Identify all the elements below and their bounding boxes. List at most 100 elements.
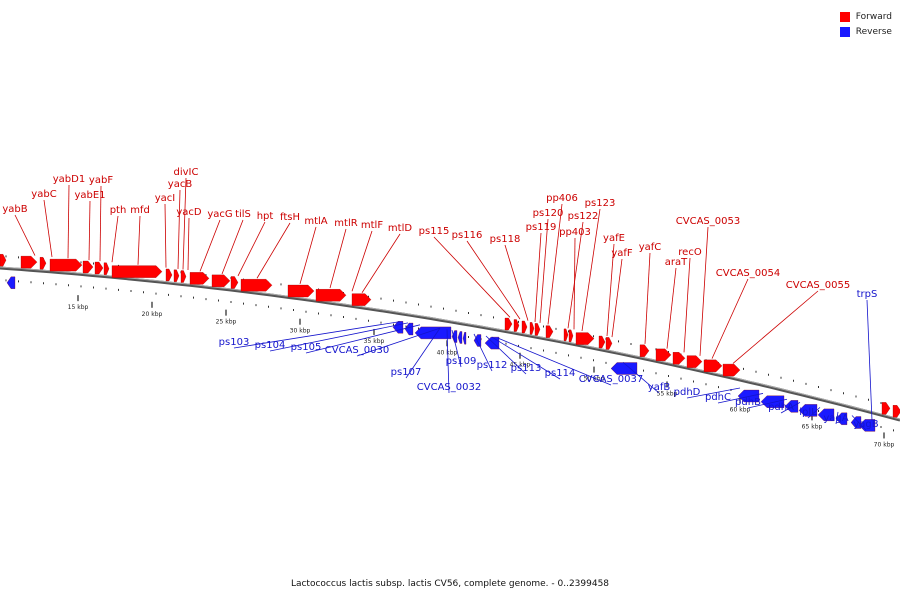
reverse-gene-arrow [737, 389, 760, 403]
forward-gene-label: tilS [235, 209, 251, 220]
scale-label: 30 kbp [290, 328, 311, 335]
leader-line [473, 333, 493, 372]
forward-gene-arrow [672, 352, 686, 365]
reverse-gene-label: ps113 [511, 363, 542, 374]
forward-gene-label: yacD [176, 207, 202, 218]
forward-gene-arrow [315, 289, 347, 302]
forward-gene-label: yabB [2, 204, 27, 215]
forward-gene-arrow [686, 355, 703, 368]
leader-line [581, 208, 601, 332]
scale-label: 50 kbp [584, 376, 605, 383]
leader-line [866, 299, 873, 421]
leader-line [43, 199, 53, 257]
forward-gene-arrow [534, 323, 541, 336]
leader-line [835, 411, 839, 425]
scale-label: 40 kbp [437, 349, 458, 356]
leader-line [305, 324, 421, 354]
leader-line [699, 226, 709, 356]
reverse-gene-label: pdhD [674, 387, 701, 398]
leader-line [164, 203, 167, 268]
forward-gene-label: CVCAS_0053 [676, 216, 740, 227]
leader-line [233, 321, 401, 349]
forward-gene-label: pp406 [546, 193, 578, 204]
forward-gene-label: mtlF [361, 220, 383, 231]
forward-gene-arrow [598, 335, 606, 349]
forward-gene-label: yabF [89, 175, 113, 186]
forward-gene-arrow [703, 359, 723, 372]
forward-gene-arrow [529, 322, 535, 335]
forward-gene-label: araT [665, 257, 688, 268]
reverse-gene-arrow [817, 408, 835, 422]
reverse-gene-label: yagA [823, 413, 848, 424]
forward-gene-arrow [111, 265, 163, 278]
forward-gene-arrow [82, 260, 94, 274]
forward-gene-arrow [165, 268, 173, 282]
leader-line [711, 278, 749, 359]
forward-gene-label: ps122 [568, 211, 599, 222]
scale-label: 55 kbp [657, 390, 678, 397]
forward-gene-arrow [563, 328, 569, 342]
leader-line [504, 244, 529, 321]
leader-line [88, 200, 91, 261]
forward-gene-label: ps119 [526, 222, 557, 233]
forward-gene-arrow [881, 402, 891, 415]
reverse-gene-label: yafB [648, 382, 671, 393]
forward-gene-label: recO [678, 247, 702, 258]
leader-line [67, 184, 70, 259]
reverse-gene-label: pdhA [768, 402, 794, 413]
forward-gene-label: CVCAS_0054 [716, 268, 780, 279]
forward-gene-label: ps115 [419, 226, 450, 237]
scale-label: 25 kbp [216, 319, 237, 326]
forward-gene-label: pp403 [559, 227, 591, 238]
reverse-gene-label: CVCAS_0037 [579, 374, 643, 385]
leader-line [111, 215, 119, 263]
leader-line [497, 337, 612, 386]
leader-line [256, 222, 291, 279]
forward-gene-label: yabD1 [53, 174, 85, 185]
forward-gene-label: yabE1 [74, 190, 105, 201]
scale-label: 60 kbp [730, 406, 751, 413]
reverse-gene-label: CVCAS_0032 [417, 382, 481, 393]
leader-line [573, 237, 576, 330]
leader-line [851, 415, 867, 431]
leader-line [182, 177, 187, 270]
reverse-gene-arrow [462, 332, 467, 345]
leader-line [747, 398, 788, 409]
reverse-gene-arrow [798, 404, 818, 417]
leader-line [177, 189, 181, 269]
leader-line [644, 252, 651, 344]
forward-gene-arrow [545, 325, 554, 338]
forward-gene-arrow [230, 276, 239, 289]
genome-caption: Lactococcus lactis subsp. lactis CV56, c… [290, 579, 610, 589]
forward-gene-arrow [20, 255, 38, 269]
forward-gene-arrow [173, 269, 180, 282]
leader-line [683, 257, 691, 353]
reverse-gene-label: lplL [799, 407, 817, 418]
reverse-genes [6, 276, 876, 432]
forward-gene-arrow [568, 329, 574, 342]
reverse-gene-label: ps114 [545, 368, 576, 379]
forward-gene-arrow [49, 258, 83, 272]
forward-gene-arrow [521, 320, 528, 334]
leader-line [356, 327, 441, 357]
leader-line [611, 258, 623, 338]
leader-line [221, 219, 244, 275]
leader-line [451, 330, 462, 368]
scale-label: 15 kbp [68, 304, 89, 311]
leader-line [14, 214, 36, 256]
scale-label: 45 kbp [510, 362, 531, 369]
backbone-highlight [0, 266, 900, 420]
leader-line [466, 240, 521, 320]
forward-gene-label: CVCAS_0055 [786, 280, 850, 291]
forward-gene-label: mtlD [388, 223, 412, 234]
scale-labels: 15 kbp 20 kbp 25 kbp 30 kbp 35 kbp 40 kbp 45 k… [68, 295, 895, 448]
forward-gene-label: yacG [207, 209, 232, 220]
reverse-swatch [839, 26, 850, 37]
forward-gene-arrow [39, 257, 47, 270]
forward-gene-arrow [351, 293, 372, 306]
forward-gene-label: ps116 [452, 230, 483, 241]
forward-gene-label: mtlA [304, 216, 327, 227]
forward-gene-arrow [722, 363, 741, 377]
